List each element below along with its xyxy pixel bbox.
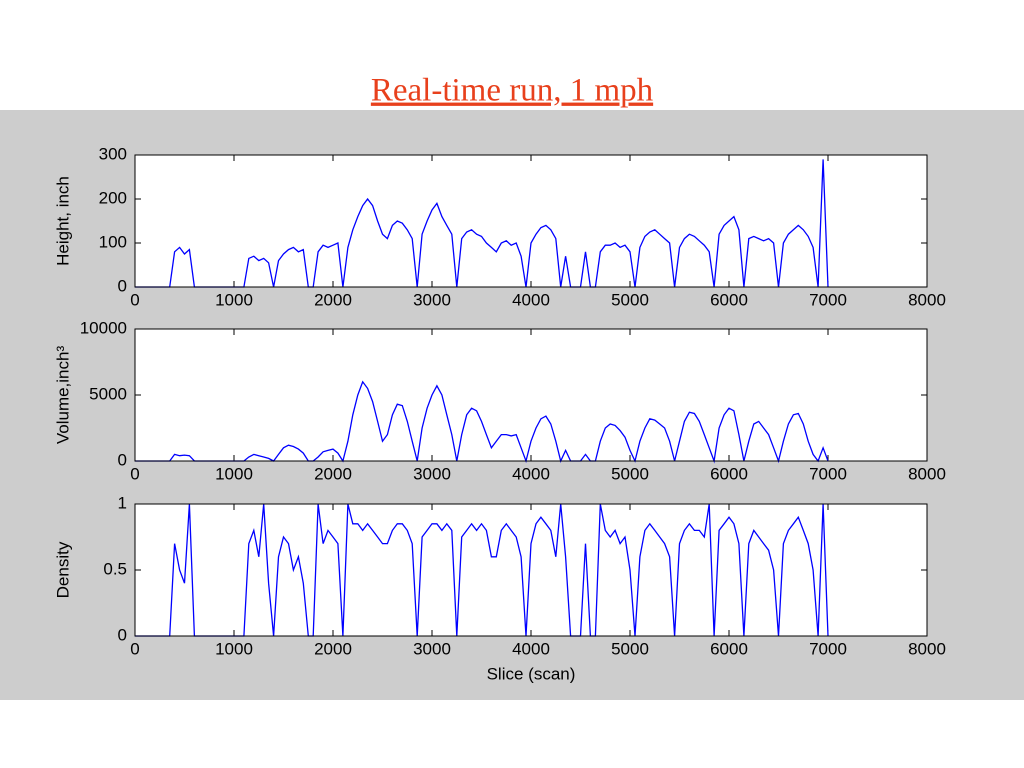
x-tick-label: 5000 bbox=[611, 290, 649, 309]
axes-frame bbox=[134, 328, 928, 462]
x-tick-label: 4000 bbox=[512, 639, 550, 658]
x-tick-label: 5000 bbox=[611, 639, 649, 658]
x-tick-label: 4000 bbox=[512, 464, 550, 483]
y-axis-label: Height, inch bbox=[53, 176, 72, 266]
x-tick-label: 2000 bbox=[314, 464, 352, 483]
x-tick-label: 6000 bbox=[710, 290, 748, 309]
x-tick-label: 3000 bbox=[413, 290, 451, 309]
x-tick-label: 7000 bbox=[809, 290, 847, 309]
y-tick-label: 0 bbox=[118, 625, 127, 644]
y-axis-label: Density bbox=[53, 541, 72, 598]
x-tick-label: 0 bbox=[130, 290, 139, 309]
y-tick-label: 300 bbox=[99, 144, 127, 163]
y-tick-label: 1 bbox=[118, 493, 127, 512]
y-tick-label: 5000 bbox=[89, 384, 127, 403]
plot-area bbox=[135, 155, 927, 287]
x-tick-label: 0 bbox=[130, 464, 139, 483]
x-tick-label: 4000 bbox=[512, 290, 550, 309]
x-tick-label: 7000 bbox=[809, 464, 847, 483]
x-tick-label: 1000 bbox=[215, 464, 253, 483]
x-tick-label: 1000 bbox=[215, 290, 253, 309]
axes-frame bbox=[134, 503, 928, 637]
data-line bbox=[135, 380, 829, 464]
x-tick-label: 2000 bbox=[314, 639, 352, 658]
x-tick-label: 6000 bbox=[710, 464, 748, 483]
y-tick-label: 200 bbox=[99, 188, 127, 207]
x-tick-label: 6000 bbox=[710, 639, 748, 658]
x-tick-label: 3000 bbox=[413, 464, 451, 483]
x-tick-label: 1000 bbox=[215, 639, 253, 658]
y-axis-label: Volume,inch³ bbox=[53, 346, 72, 445]
y-tick-label: 0.5 bbox=[103, 559, 127, 578]
plot-area bbox=[135, 329, 927, 461]
x-tick-label: 7000 bbox=[809, 639, 847, 658]
data-line bbox=[135, 159, 829, 288]
y-tick-label: 0 bbox=[118, 450, 127, 469]
axes-frame bbox=[134, 154, 928, 288]
x-tick-label: 3000 bbox=[413, 639, 451, 658]
y-tick-label: 100 bbox=[99, 232, 127, 251]
x-tick-label: 8000 bbox=[908, 290, 946, 309]
y-tick-label: 0 bbox=[118, 276, 127, 295]
x-tick-label: 8000 bbox=[908, 464, 946, 483]
plot-area bbox=[135, 504, 927, 636]
data-line bbox=[135, 503, 829, 637]
x-tick-label: 0 bbox=[130, 639, 139, 658]
y-tick-label: 10000 bbox=[80, 318, 127, 337]
x-tick-label: 2000 bbox=[314, 290, 352, 309]
x-axis-label: Slice (scan) bbox=[487, 664, 576, 683]
slide-title: Real-time run, 1 mph bbox=[371, 73, 654, 109]
x-tick-label: 5000 bbox=[611, 464, 649, 483]
x-tick-label: 8000 bbox=[908, 639, 946, 658]
